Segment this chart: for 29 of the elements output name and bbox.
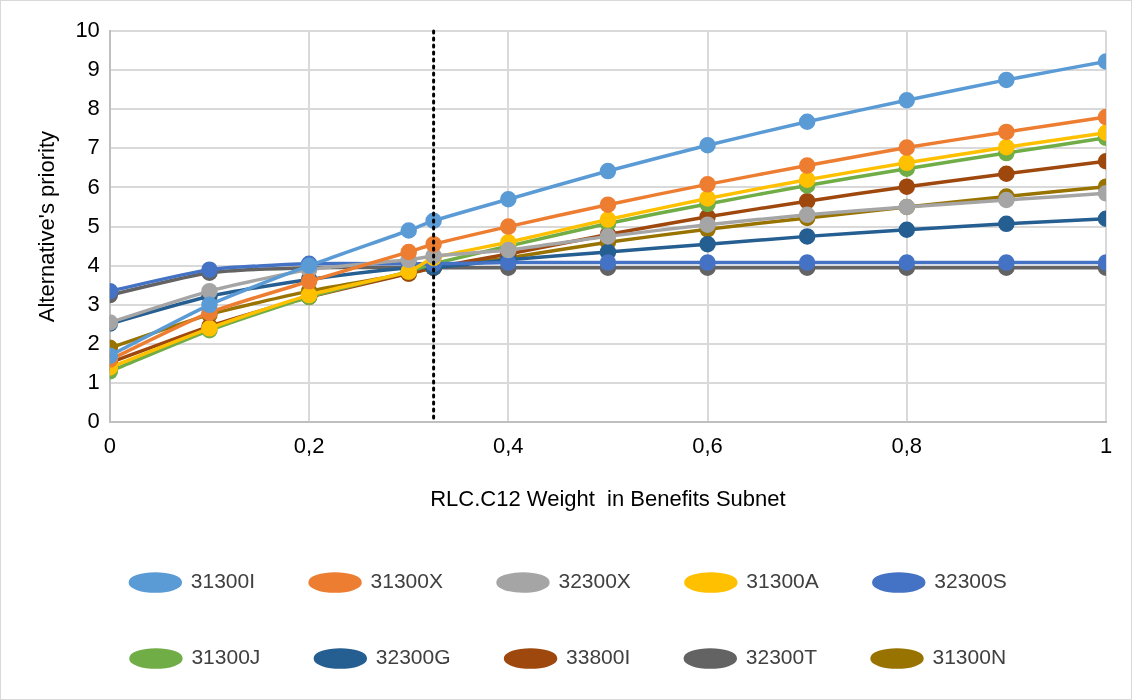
legend-label: 32300S	[934, 569, 1007, 593]
legend-label: 31300X	[370, 569, 443, 593]
y-tick-label: 6	[87, 173, 100, 199]
x-axis-title: RLC.C12 Weight in Benefits Subnet	[430, 485, 786, 511]
y-tick-label: 2	[87, 330, 100, 356]
x-tick-label: 0	[103, 433, 116, 459]
y-tick-label: 10	[75, 17, 100, 43]
y-tick-label: 7	[87, 134, 100, 160]
x-tick-label: 1	[1099, 433, 1113, 459]
y-axis-title: Alternative's priority	[34, 130, 60, 323]
legend-label: 31300I	[190, 569, 256, 593]
legend-label: 32300X	[558, 569, 631, 593]
y-tick-label: 0	[87, 408, 100, 434]
legend-label: 31300N	[932, 645, 1007, 669]
y-tick-label: 4	[87, 251, 100, 277]
legend-label: 33800I	[566, 645, 631, 669]
y-tick-label: 5	[87, 212, 100, 238]
x-tick-label: 0,6	[692, 433, 723, 459]
x-tick-label: 0,8	[891, 433, 923, 459]
x-tick-label: 0,4	[493, 433, 524, 459]
legend-label: 31300A	[746, 569, 819, 593]
x-tick-label: 0,2	[293, 433, 325, 459]
legend-label: 32300T	[745, 645, 818, 669]
legend-label: 32300G	[375, 645, 451, 669]
y-tick-label: 3	[87, 290, 100, 316]
legend-label: 31300J	[191, 645, 261, 669]
y-tick-label: 8	[87, 95, 100, 121]
y-tick-label: 9	[87, 56, 100, 82]
y-tick-label: 1	[87, 369, 100, 395]
